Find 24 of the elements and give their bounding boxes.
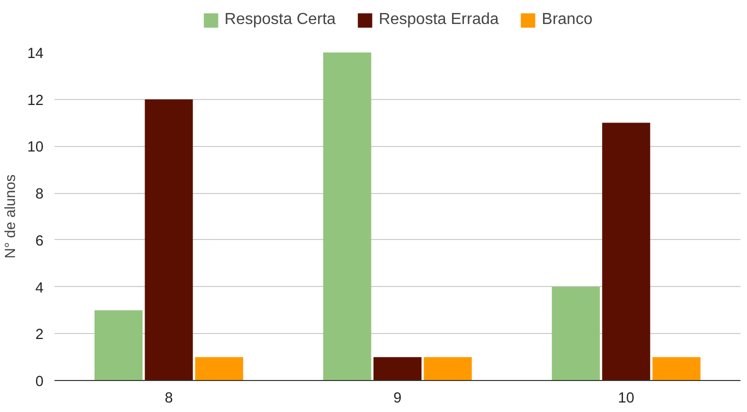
y-tick-label: 8 [35, 186, 44, 203]
y-axis-title: N° de alunos [3, 174, 20, 259]
bar [424, 357, 472, 380]
y-tick-label: 6 [35, 233, 44, 250]
x-tick-label: 10 [618, 390, 634, 406]
x-tick-label: 9 [393, 390, 402, 406]
y-tick-label: 14 [27, 46, 44, 62]
y-tick-label: 10 [27, 140, 44, 156]
y-tick-label: 2 [35, 327, 44, 344]
y-tick-label: 0 [35, 374, 44, 390]
bar [144, 99, 193, 380]
bar [195, 357, 244, 380]
bar [323, 52, 372, 380]
bar [94, 310, 143, 380]
legend-label: Branco [542, 11, 592, 29]
bar [552, 286, 600, 380]
y-tick-label: 4 [35, 280, 44, 296]
bar [652, 357, 700, 380]
legend-label: Resposta Errada [378, 11, 499, 29]
legend-label: Resposta Certa [224, 11, 336, 29]
y-tick-label: 12 [27, 92, 44, 109]
bar [602, 122, 650, 380]
x-tick-label: 8 [164, 390, 173, 406]
bar [373, 357, 422, 380]
